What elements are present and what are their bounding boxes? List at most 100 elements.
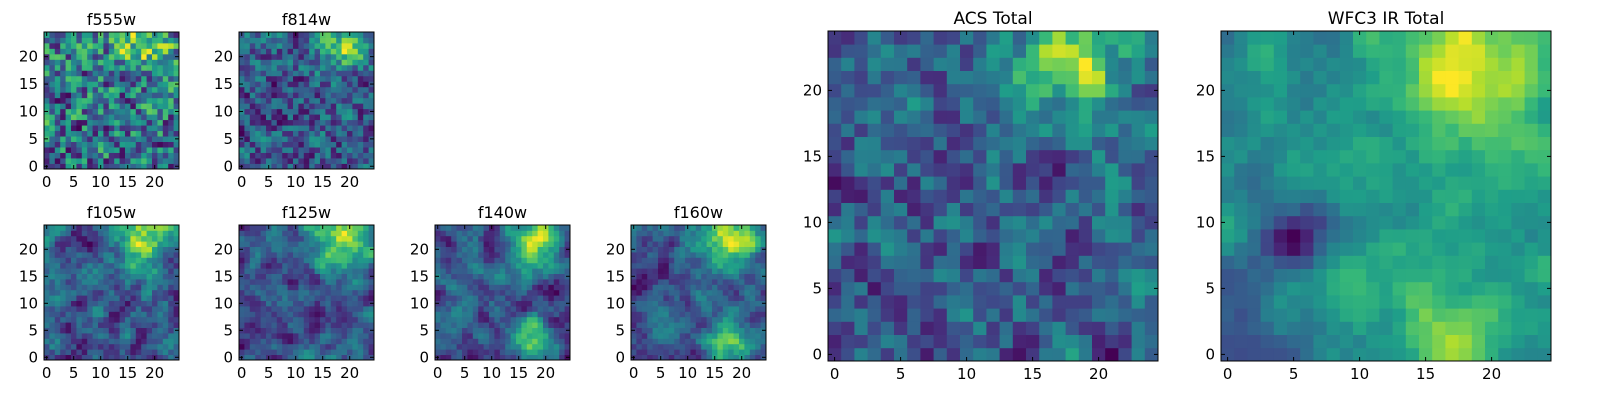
heatmap-cell [1498,163,1512,177]
heatmap-cell [1260,347,1275,362]
heatmap-cell [652,246,659,253]
heatmap-cell [363,349,369,355]
heatmap-cell [739,327,745,334]
heatmap-cell [49,108,56,115]
heatmap-cell [1405,347,1420,362]
heatmap-cell [505,300,511,307]
heatmap-cell [526,230,533,237]
heatmap-cell [336,262,342,269]
heatmap-cell [244,354,251,361]
heatmap-cell [946,83,961,98]
heatmap-cell [98,327,104,334]
heatmap-cell [494,306,501,312]
heatmap-cell [1144,44,1159,58]
heatmap-cell [260,42,267,49]
heatmap-cell [973,229,987,243]
heatmap-cell [81,338,88,345]
heatmap-cell [266,230,272,237]
heatmap-cell [894,83,908,98]
heatmap-cell [1287,242,1301,256]
heatmap-cell [87,343,93,350]
heatmap-cell [266,64,272,71]
heatmap-cell [363,333,369,339]
heatmap-cell [108,53,115,60]
heatmap-cell [320,130,326,137]
heatmap-cell [1144,255,1159,269]
heatmap-cell [451,273,457,280]
heatmap-cell [271,108,278,115]
heatmap-cell [244,289,251,296]
heatmap-cell [114,64,120,71]
heatmap-cell [636,262,643,269]
heatmap-cell [44,158,50,164]
panel-title: f125w [282,203,331,222]
heatmap-cell [287,147,294,153]
heatmap-cell [1065,215,1080,230]
heatmap-cell [146,235,153,242]
heatmap-cell [314,316,321,323]
y-tick-label: 10 [606,294,625,312]
heatmap-cell [98,289,104,296]
heatmap-cell [1445,321,1459,335]
heatmap-cell [325,147,332,153]
heatmap-cell [456,333,463,339]
heatmap-cell [652,241,659,247]
heatmap-cell [1078,334,1093,349]
heatmap-cell [749,230,756,237]
heatmap-cell [526,262,533,269]
heatmap-cell [828,347,842,362]
heatmap-cell [706,354,713,361]
heatmap-cell [357,114,364,121]
heatmap-cell [755,225,761,231]
heatmap-cell [60,349,66,355]
heatmap-cell [1247,215,1261,230]
heatmap-cell [103,48,110,55]
heatmap-cell [276,53,283,60]
heatmap-cell [505,273,511,280]
heatmap-cell [98,262,104,269]
heatmap-cell [986,255,1000,269]
heatmap-cell [108,306,115,312]
heatmap-cell [298,338,305,345]
heatmap-cell [1458,308,1473,322]
heatmap-cell [347,262,353,269]
heatmap-cell [119,119,126,126]
heatmap-cell [483,316,490,323]
heatmap-cell [141,333,147,339]
heatmap-cell [141,235,147,242]
heatmap-cell [760,225,767,231]
heatmap-cell [352,300,359,307]
heatmap-cell [728,262,734,269]
heatmap-cell [336,32,342,38]
heatmap-cell [960,229,974,243]
heatmap-cell [266,136,272,142]
heatmap-cell [282,230,288,237]
heatmap-cell [733,252,740,258]
heatmap-cell [472,273,479,280]
heatmap-cell [352,252,359,258]
heatmap-cell [1419,202,1433,217]
heatmap-cell [341,306,348,312]
heatmap-cell [521,268,528,274]
heatmap-cell [81,86,88,93]
heatmap-cell [489,300,495,307]
heatmap-cell [564,284,571,291]
heatmap-cell [168,92,174,99]
heatmap-cell [553,268,560,274]
heatmap-cell [744,316,751,323]
heatmap-cell [152,37,158,44]
heatmap-cell [760,262,767,269]
heatmap-cell [701,252,707,258]
heatmap-cell [685,322,691,328]
heatmap-cell [760,333,767,339]
heatmap-cell [249,81,256,88]
heatmap-cell [867,97,882,111]
heatmap-cell [157,316,164,323]
heatmap-cell [341,252,348,258]
heatmap-cell [168,252,174,258]
heatmap-cell [71,311,77,318]
heatmap-cell [141,311,147,318]
heatmap-cell [249,225,256,231]
heatmap-cell [728,311,734,318]
heatmap-cell [456,306,463,312]
